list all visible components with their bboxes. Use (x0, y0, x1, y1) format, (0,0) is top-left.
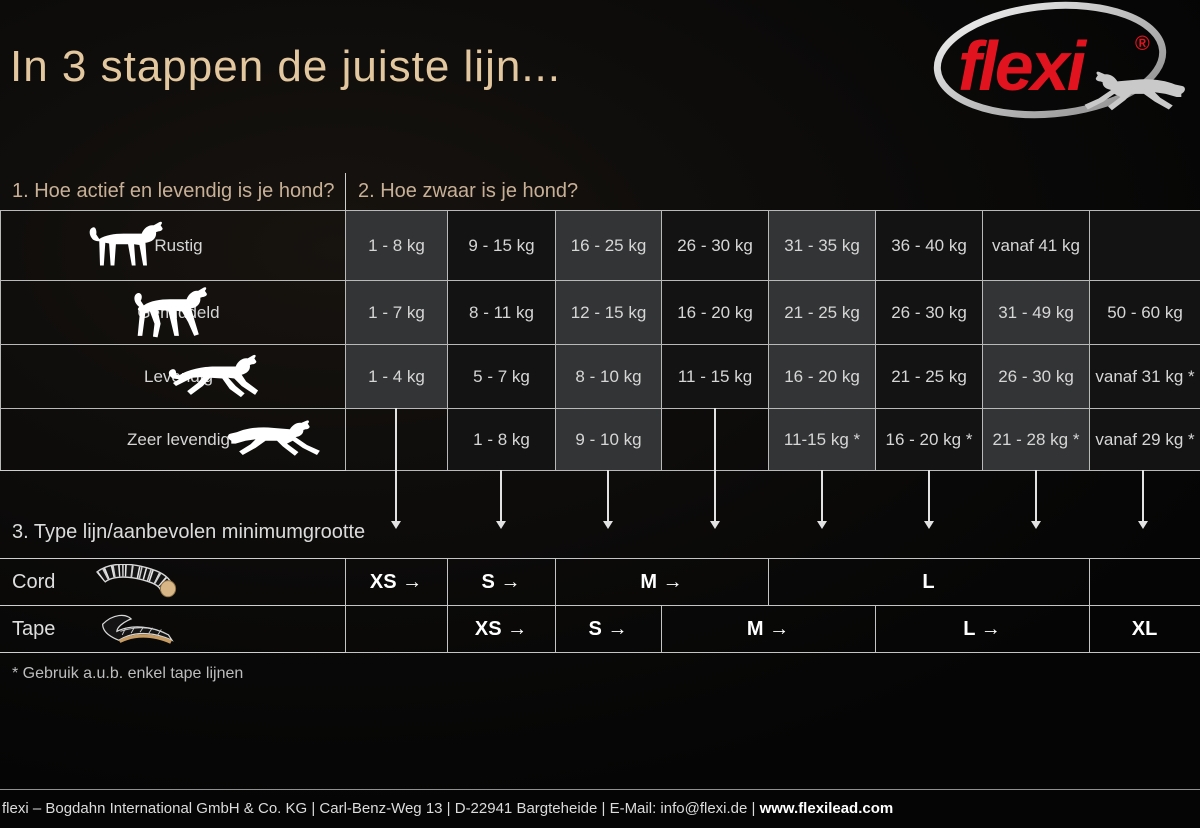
weight-cell: vanaf 29 kg * (1089, 408, 1200, 471)
footer-text: flexi – Bogdahn International GmbH & Co.… (2, 790, 893, 828)
weight-cell: 16 - 20 kg (768, 344, 876, 409)
row-label-cord: Cord (0, 558, 345, 606)
header-divider (345, 173, 346, 210)
step1-header: 1. Hoe actief en levendig is je hond? (12, 180, 335, 202)
weight-cell: 36 - 40 kg (875, 210, 983, 281)
weight-cell: 21 - 25 kg (875, 344, 983, 409)
step3-header: 3. Type lijn/aanbevolen minimumgrootte (12, 521, 366, 543)
trotting-dog-icon (134, 287, 207, 338)
footer-website: www.flexilead.com (759, 800, 894, 817)
size-cell: XL (1088, 605, 1200, 653)
size-table: Cord XS → S → M → L Tape (0, 558, 1200, 653)
weight-cell: 1 - 8 kg (345, 210, 448, 281)
weight-table: Rustig 1 - 8 kg 9 - 15 kg 16 - 25 kg 26 … (0, 210, 1200, 471)
weight-cell: 12 - 15 kg (555, 280, 662, 345)
weight-cell: 21 - 28 kg * (982, 408, 1090, 471)
table-row: Cord XS → S → M → L (0, 558, 1200, 606)
row-label-text: Zeer levendig (126, 429, 230, 449)
size-cell: XS → (344, 558, 448, 606)
running-dog-icon (168, 354, 259, 398)
weight-cell: 16 - 20 kg (661, 280, 769, 345)
table-row: Levendig 1 - 4 kg 5 - 7 kg 8 - 10 kg 11 … (0, 344, 1200, 409)
size-cell: M → (660, 605, 876, 653)
down-arrow (603, 470, 613, 529)
size-cell: S → (554, 605, 662, 653)
weight-cell: 26 - 30 kg (982, 344, 1090, 409)
footer-company-address: flexi – Bogdahn International GmbH & Co.… (2, 800, 760, 817)
size-cell: L (767, 558, 1090, 606)
sprinting-dog-icon (227, 420, 320, 456)
row-label-tape: Tape (0, 605, 345, 653)
weight-cell: vanaf 41 kg (982, 210, 1090, 281)
size-cell-empty (344, 605, 448, 653)
down-arrow (924, 470, 934, 529)
size-cell-empty (1088, 558, 1200, 606)
weight-cell: 31 - 35 kg (768, 210, 876, 281)
weight-cell: 8 - 11 kg (447, 280, 556, 345)
row-label-rustig: Rustig (0, 210, 346, 281)
table-row: Gemiddeld 1 - 7 kg 8 - 11 kg 12 - 15 kg … (0, 280, 1200, 345)
footer: flexi – Bogdahn International GmbH & Co.… (0, 789, 1200, 828)
table-row: Tape XS → S → M → L → XL (0, 605, 1200, 653)
row-label-text: Tape (12, 617, 56, 640)
row-label-gemiddeld: Gemiddeld (0, 280, 346, 345)
weight-cell: 26 - 30 kg (875, 280, 983, 345)
size-cell: XS → (446, 605, 556, 653)
down-arrow (710, 408, 720, 529)
size-cell: S → (446, 558, 556, 606)
row-label-text: Rustig (154, 235, 203, 255)
page-title: In 3 stappen de juiste lijn... (10, 42, 561, 91)
weight-cell: 8 - 10 kg (555, 344, 662, 409)
down-arrow (496, 470, 506, 529)
weight-cell: 26 - 30 kg (661, 210, 769, 281)
row-label-levendig: Levendig (0, 344, 346, 409)
flexi-logo: flexi ® (933, 1, 1185, 119)
size-cell: L → (874, 605, 1090, 653)
weight-cell: 31 - 49 kg (982, 280, 1090, 345)
down-arrow (1031, 470, 1041, 529)
table-row: Zeer levendig 1 - 8 kg 9 - 10 kg 11-15 k… (0, 408, 1200, 471)
weight-cell: 1 - 8 kg (447, 408, 556, 471)
weight-cell-empty (1089, 210, 1200, 281)
down-arrow (817, 470, 827, 529)
row-label-zeer-levendig: Zeer levendig (0, 408, 346, 471)
step2-header: 2. Hoe zwaar is je hond? (358, 180, 579, 202)
weight-cell: 1 - 7 kg (345, 280, 448, 345)
weight-cell: 16 - 20 kg * (875, 408, 983, 471)
size-cell: M → (554, 558, 769, 606)
footnote: * Gebruik a.u.b. enkel tape lijnen (12, 665, 244, 682)
logo-dog-icon (1084, 71, 1185, 111)
table-row: Rustig 1 - 8 kg 9 - 15 kg 16 - 25 kg 26 … (0, 210, 1200, 281)
down-arrow (391, 408, 401, 529)
row-label-text: Cord (12, 570, 56, 593)
cord-icon (96, 564, 177, 598)
weight-cell: 11-15 kg * (768, 408, 876, 471)
weight-cell: 16 - 25 kg (555, 210, 662, 281)
logo-registered-mark: ® (1135, 33, 1150, 55)
weight-cell: 11 - 15 kg (661, 344, 769, 409)
standing-dog-icon (89, 221, 163, 266)
weight-cell: 9 - 10 kg (555, 408, 662, 471)
tape-icon (102, 614, 174, 644)
logo-ellipse (933, 1, 1167, 119)
weight-cell: 50 - 60 kg (1089, 280, 1200, 345)
weight-cell: vanaf 31 kg * (1089, 344, 1200, 409)
weight-cell: 5 - 7 kg (447, 344, 556, 409)
weight-cell: 1 - 4 kg (345, 344, 448, 409)
down-arrow (1138, 470, 1148, 529)
weight-cell: 21 - 25 kg (768, 280, 876, 345)
logo-brand-text: flexi (958, 27, 1088, 105)
weight-cell: 9 - 15 kg (447, 210, 556, 281)
